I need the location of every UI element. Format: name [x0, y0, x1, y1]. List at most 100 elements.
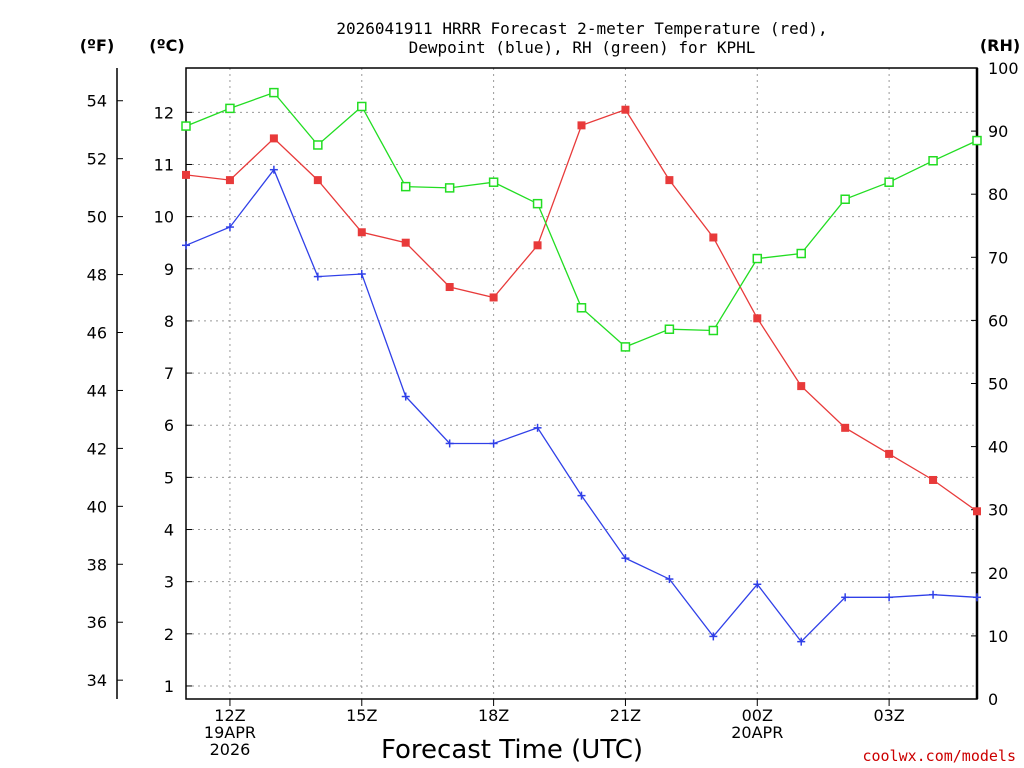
temperature-point — [709, 233, 718, 242]
rh-point — [884, 177, 894, 187]
plot-frame — [185, 67, 978, 700]
dewpoint-point — [489, 439, 498, 448]
rh-point — [181, 121, 191, 131]
rh-unit-label: (RH) — [980, 36, 1020, 55]
rh-point — [972, 135, 982, 146]
temperature-point — [225, 176, 234, 185]
rh-point — [357, 101, 367, 112]
dewpoint-line — [185, 168, 978, 643]
temperature-point — [357, 228, 366, 237]
temperature-point — [182, 170, 190, 179]
x-tick-label: 15Z — [346, 706, 377, 725]
axes — [116, 67, 979, 706]
dewpoint-point — [182, 241, 190, 250]
dewpoint-point — [225, 223, 234, 232]
x-tick-label: 21Z — [610, 706, 641, 725]
dewpoint-point — [533, 423, 542, 432]
dewpoint-point — [665, 575, 674, 584]
rh-tick-label: 100 — [988, 59, 1019, 78]
rh-point — [576, 303, 587, 313]
dewpoint-point — [709, 632, 718, 641]
temperature-point — [313, 176, 322, 185]
dewpoint-point — [753, 580, 762, 589]
rh-point — [400, 181, 411, 192]
dewpoint-point — [621, 554, 630, 563]
credit-text: coolwx.com/models — [862, 747, 1016, 765]
rh-point — [225, 103, 235, 114]
data-series — [181, 87, 982, 646]
celsius-tick-label: 12 — [154, 103, 174, 122]
grid-lines — [186, 68, 977, 699]
temperature-point — [533, 241, 542, 250]
fahrenheit-tick-label: 52 — [87, 150, 107, 169]
dewpoint-point — [269, 165, 278, 174]
temperature-point — [577, 121, 586, 130]
rh-point — [708, 325, 719, 336]
temperature-point — [929, 475, 938, 484]
dewpoint-point — [797, 637, 806, 646]
dewpoint-point — [577, 491, 586, 500]
celsius-tick-label: 4 — [164, 521, 174, 540]
celsius-tick-label: 3 — [164, 573, 174, 592]
x-tick-label: 20APR — [731, 723, 783, 742]
series-dewpoint — [182, 165, 981, 646]
rh-tick-label: 80 — [988, 185, 1008, 204]
rh-point — [840, 194, 850, 204]
series-temperature — [182, 105, 981, 516]
fahrenheit-tick-label: 42 — [87, 439, 107, 458]
rh-point — [796, 248, 806, 259]
chart-title-line2: Dewpoint (blue), RH (green) for KPHL — [409, 38, 756, 57]
rh-tick-label: 10 — [988, 627, 1008, 646]
rh-point — [532, 198, 543, 209]
fahrenheit-tick-label: 48 — [87, 266, 107, 285]
x-tick-label: 2026 — [210, 740, 251, 759]
rh-tick-label: 90 — [988, 122, 1008, 141]
dewpoint-point — [313, 272, 322, 281]
fahrenheit-tick-label: 50 — [87, 208, 107, 227]
celsius-tick-label: 9 — [164, 260, 174, 279]
series-rh — [181, 87, 982, 352]
dewpoint-point — [357, 269, 366, 278]
fahrenheit-tick-label: 36 — [87, 613, 107, 632]
x-tick-label: 19APR — [204, 723, 256, 742]
rh-point — [664, 324, 675, 334]
chart-title-line1: 2026041911 HRRR Forecast 2-meter Tempera… — [336, 19, 827, 38]
rh-tick-label: 0 — [988, 690, 998, 709]
celsius-tick-label: 7 — [164, 364, 174, 383]
fahrenheit-tick-label: 34 — [87, 671, 107, 690]
rh-point — [488, 177, 499, 187]
celsius-tick-label: 5 — [164, 468, 174, 487]
dewpoint-point — [973, 593, 981, 602]
celsius-tick-label: 11 — [154, 155, 174, 174]
x-tick-label: 03Z — [873, 706, 904, 725]
rh-point — [752, 253, 763, 264]
celsius-tick-label: 1 — [164, 677, 174, 696]
dewpoint-point — [401, 392, 410, 401]
x-tick-label: 12Z — [214, 706, 245, 725]
rh-point — [269, 87, 279, 98]
celsius-tick-label: 10 — [154, 208, 174, 227]
rh-tick-label: 70 — [988, 248, 1008, 267]
x-tick-label: 18Z — [478, 706, 509, 725]
rh-point — [313, 140, 323, 150]
fahrenheit-tick-label: 44 — [87, 381, 107, 400]
rh-tick-label: 60 — [988, 311, 1008, 330]
temperature-point — [665, 176, 674, 185]
celsius-tick-label: 8 — [164, 312, 174, 331]
rh-point — [928, 156, 938, 166]
temperature-point — [797, 382, 806, 391]
temperature-point — [269, 134, 278, 143]
dewpoint-point — [929, 590, 938, 599]
tick-labels: 3436384042444648505254123456789101112010… — [87, 59, 1019, 759]
x-axis-title: Forecast Time (UTC) — [381, 735, 643, 765]
rh-tick-label: 40 — [988, 438, 1008, 457]
temperature-point — [445, 283, 454, 292]
temperature-point — [489, 293, 498, 302]
dewpoint-point — [885, 593, 894, 602]
fahrenheit-tick-label: 54 — [87, 92, 107, 111]
fahrenheit-tick-label: 40 — [87, 497, 107, 516]
celsius-tick-label: 2 — [164, 625, 174, 644]
fahrenheit-unit-label: (ºF) — [80, 36, 115, 55]
rh-tick-label: 30 — [988, 501, 1008, 520]
